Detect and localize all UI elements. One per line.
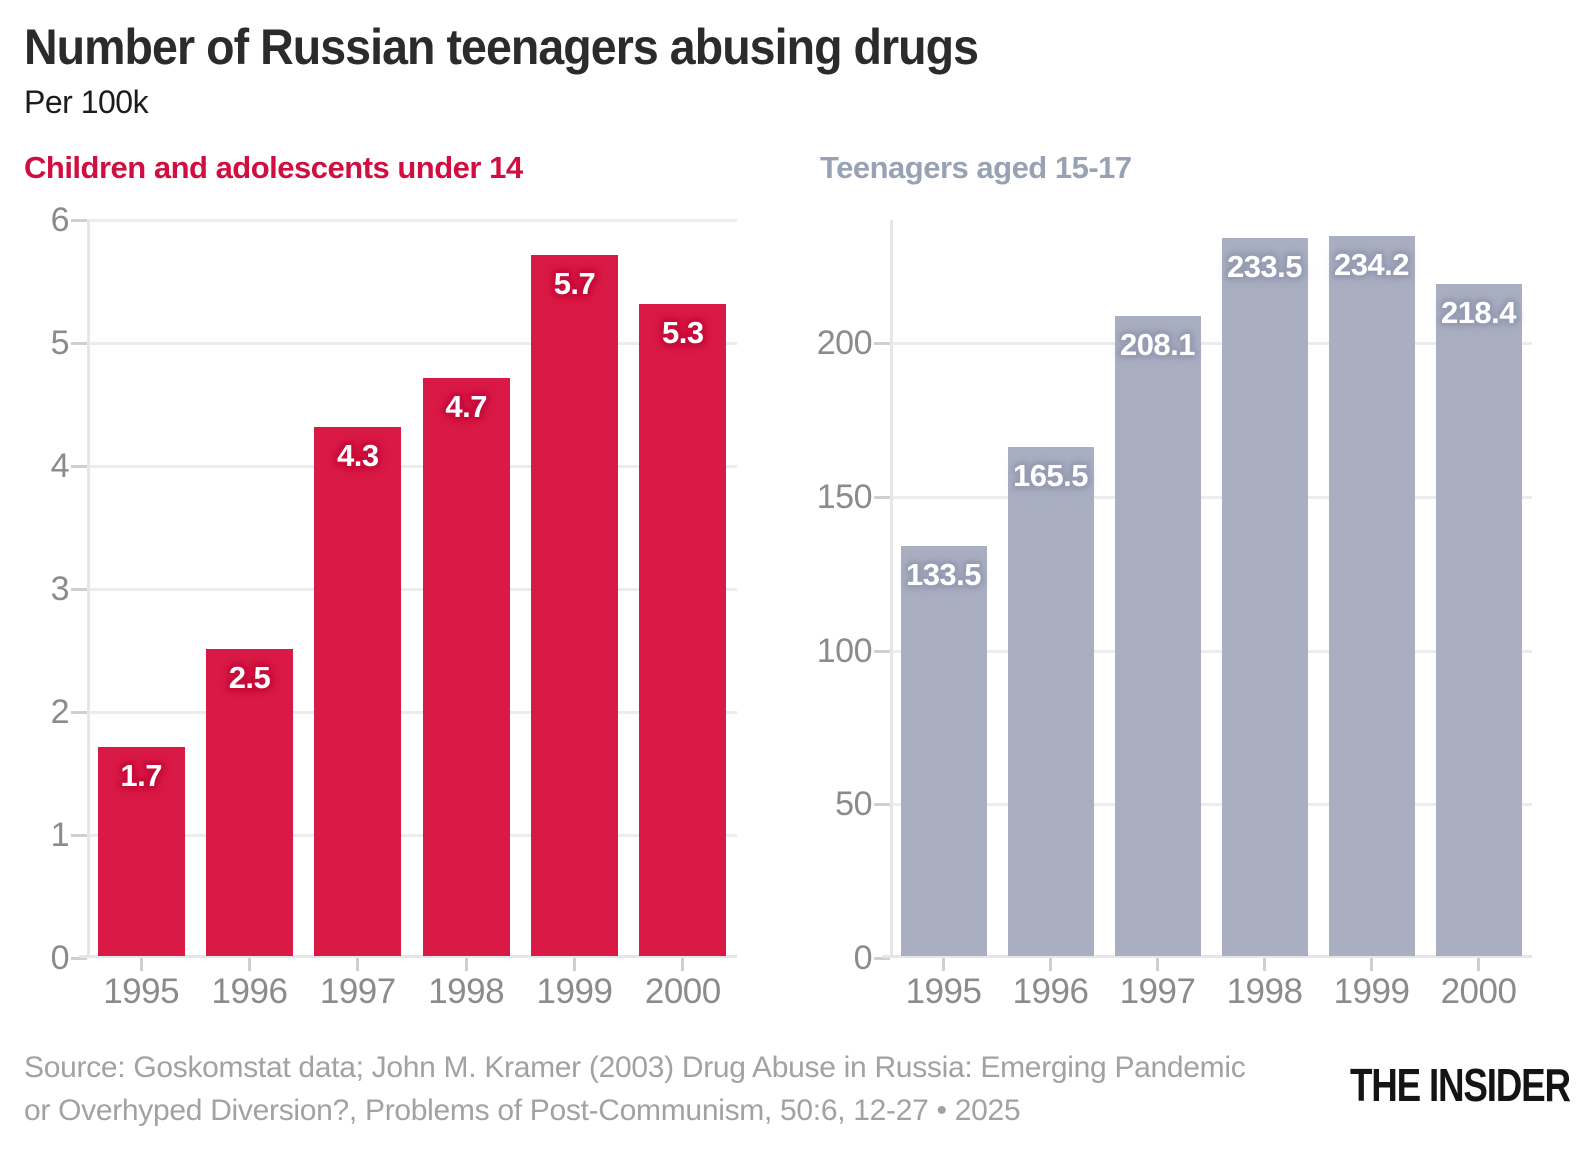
y-axis-tick	[874, 342, 890, 345]
y-axis-line	[890, 220, 893, 958]
gridline	[87, 342, 737, 345]
gridline	[87, 465, 737, 468]
x-axis-tick	[1156, 958, 1159, 971]
y-axis-tick	[874, 495, 890, 499]
y-axis-label: 200	[816, 324, 873, 362]
y-axis-tick	[874, 649, 890, 653]
bar-value-label: 1.7	[120, 757, 162, 793]
source-note: Source: Goskomstat data; John M. Kramer …	[24, 1046, 1246, 1132]
plot-area-under-14: 0 1 2 3 4 5 6 1.7 1995 2.5 1996 4.3 1997 4.7 1998 5.7 19…	[51, 201, 737, 1011]
bar-value-label: 4.3	[337, 438, 379, 474]
y-axis-label: 0	[50, 939, 70, 977]
x-axis-tick	[573, 958, 576, 971]
bar-1999: 5.7	[531, 254, 618, 956]
bar-1995: 133.5	[900, 545, 987, 956]
x-axis-tick	[356, 958, 360, 971]
gridline	[87, 711, 737, 714]
x-axis-label: 1997	[319, 972, 396, 1011]
x-axis-label: 1999	[536, 972, 613, 1011]
bar-2000: 218.4	[1435, 284, 1522, 956]
x-axis-label: 1996	[211, 972, 288, 1011]
gridline	[890, 495, 1532, 499]
bar-1996: 2.5	[206, 648, 293, 956]
bar-1995: 1.7	[97, 746, 185, 956]
y-axis-label: 2	[50, 693, 70, 731]
x-axis-tick	[681, 958, 685, 971]
x-axis-tick	[139, 958, 143, 971]
y-axis-tick	[874, 957, 890, 960]
bar-value-label: 133.5	[905, 556, 982, 592]
y-axis-tick	[874, 803, 890, 807]
y-axis-tick	[71, 834, 87, 837]
y-axis-tick	[71, 957, 87, 960]
x-axis-label: 1998	[428, 972, 505, 1011]
x-axis-line	[882, 955, 1532, 958]
source-line-2: or Overhyped Diversion?, Problems of Pos…	[24, 1094, 1021, 1127]
y-axis-tick	[71, 711, 87, 714]
chart-title-aged-15-17: Teenagers aged 15-17	[820, 150, 1132, 185]
x-axis-label: 1997	[1119, 972, 1196, 1011]
gridline	[890, 649, 1532, 653]
source-line-1: Source: Goskomstat data; John M. Kramer …	[24, 1051, 1246, 1084]
plot-area-aged-15-17: 0 50 100 150 200 133.5 1995 165.5 1996 208.1 1997 2…	[817, 220, 1532, 1011]
x-axis-tick	[464, 958, 468, 971]
gridline	[87, 834, 737, 837]
bar-1999: 234.2	[1328, 235, 1415, 956]
bar-value-label: 5.7	[553, 265, 596, 301]
x-axis-line	[79, 955, 737, 958]
gridline	[87, 588, 737, 591]
y-axis-tick	[71, 342, 87, 345]
x-axis-tick	[1477, 958, 1480, 971]
y-axis-label: 6	[50, 201, 70, 239]
bar-1998: 4.7	[422, 377, 510, 956]
bar-1998: 233.5	[1221, 238, 1308, 956]
y-axis-label: 4	[50, 447, 70, 485]
bar-value-label: 165.5	[1012, 458, 1089, 494]
gridline	[890, 342, 1532, 345]
y-axis-label: 5	[50, 324, 70, 362]
x-axis-label: 1995	[103, 972, 180, 1011]
y-axis-tick	[71, 588, 87, 591]
y-axis-label: 1	[50, 816, 70, 854]
x-axis-tick	[1370, 958, 1373, 971]
y-axis-label: 50	[835, 785, 872, 824]
gridline	[890, 803, 1532, 807]
y-axis-label: 3	[50, 570, 70, 608]
x-axis-label: 1999	[1333, 972, 1410, 1011]
y-axis-line	[87, 220, 90, 958]
y-axis-label: 0	[853, 939, 873, 977]
y-axis-label: 100	[816, 631, 873, 670]
bar-1997: 4.3	[314, 427, 402, 956]
bar-value-label: 218.4	[1440, 295, 1517, 331]
bar-value-label: 5.3	[662, 315, 704, 351]
x-axis-tick	[942, 958, 945, 971]
y-axis-tick	[71, 465, 87, 468]
bar-value-label: 208.1	[1119, 327, 1196, 363]
y-axis-label: 150	[816, 477, 873, 516]
bar-value-label: 2.5	[228, 659, 271, 695]
x-axis-label: 2000	[644, 972, 721, 1011]
x-axis-label: 1998	[1226, 972, 1303, 1011]
gridline	[87, 219, 737, 222]
page-subtitle: Per 100k	[24, 84, 149, 120]
page-title: Number of Russian teenagers abusing drug…	[24, 19, 979, 75]
x-axis-tick	[1263, 958, 1266, 971]
bar-2000: 5.3	[639, 304, 727, 956]
y-axis-tick	[71, 219, 87, 222]
bar-1997: 208.1	[1114, 316, 1201, 956]
x-axis-tick	[1049, 958, 1052, 971]
x-axis-tick	[248, 958, 251, 971]
bar-1996: 165.5	[1007, 447, 1094, 956]
the-insider-logo: THE INSIDER	[1350, 1059, 1571, 1111]
bar-value-label: 234.2	[1333, 246, 1410, 282]
x-axis-label: 1995	[905, 972, 982, 1011]
x-axis-label: 2000	[1440, 972, 1517, 1011]
bar-value-label: 233.5	[1226, 249, 1303, 284]
x-axis-label: 1996	[1012, 972, 1089, 1011]
chart-title-under-14: Children and adolescents under 14	[24, 150, 523, 185]
bar-value-label: 4.7	[445, 388, 487, 424]
